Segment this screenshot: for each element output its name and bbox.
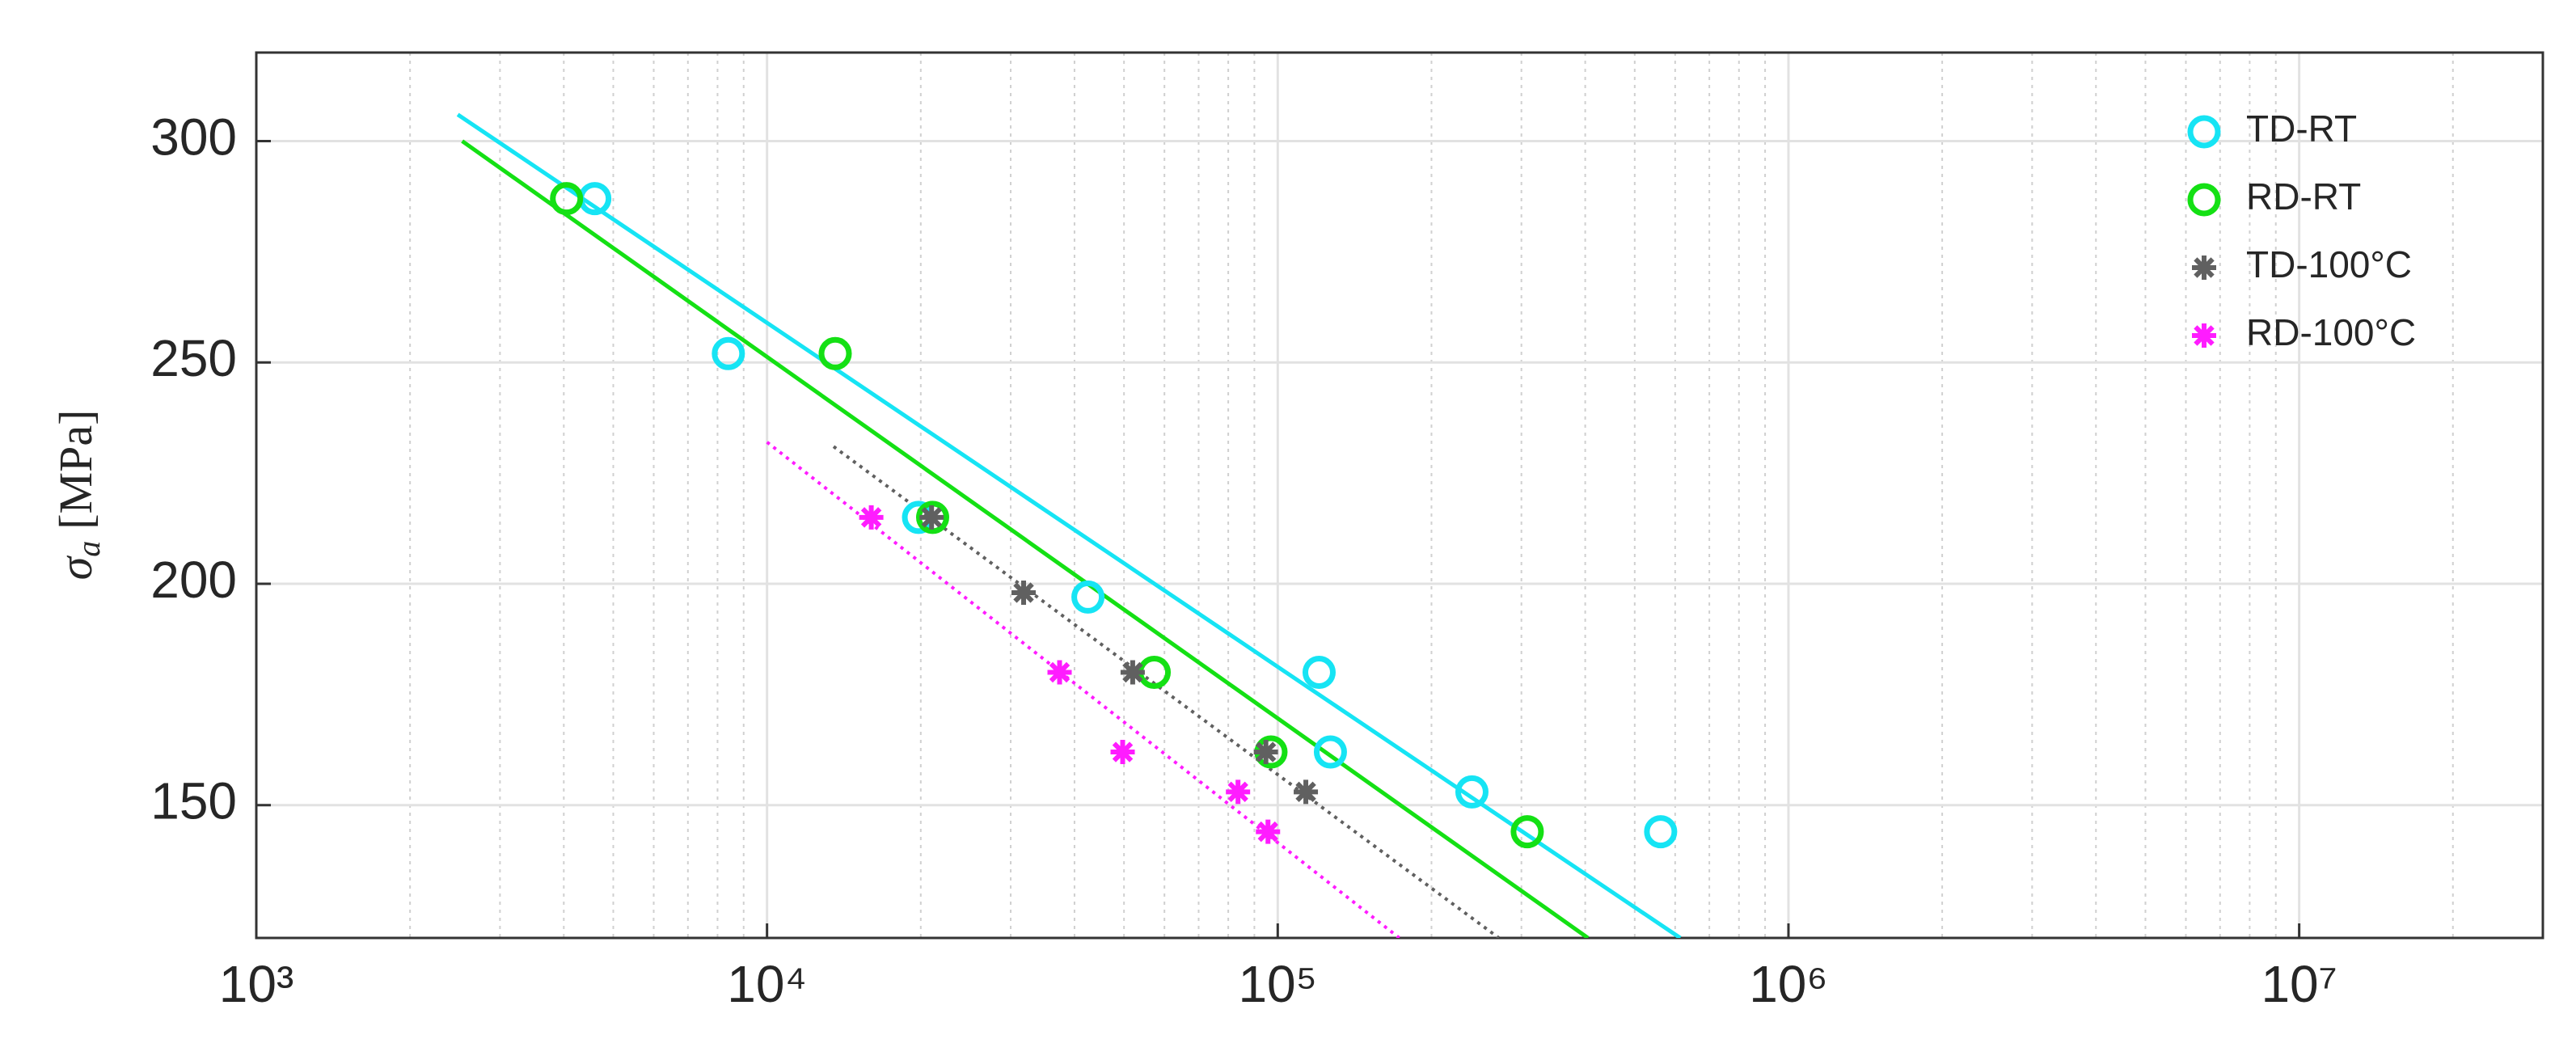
star-marker — [1294, 779, 1319, 805]
star-marker — [1256, 819, 1281, 844]
star-marker — [919, 505, 944, 530]
circle-marker — [550, 182, 584, 216]
star-marker — [1110, 740, 1135, 765]
x-tick-label: 10⁴ — [727, 955, 807, 1013]
x-tick-label: 10⁷ — [2261, 955, 2337, 1013]
star-marker — [1120, 660, 1145, 685]
legend-label: RD-100°C — [2246, 311, 2416, 353]
circle-marker — [1071, 580, 1105, 614]
legend-label: TD-100°C — [2246, 243, 2412, 285]
y-label-subscript: a — [70, 541, 107, 557]
circle-marker — [1510, 815, 1544, 849]
plot-frame — [255, 51, 2544, 940]
y-label-symbol: σ — [49, 555, 102, 580]
y-axis-label: σa [MPa] — [49, 410, 107, 581]
circle-marker — [915, 501, 949, 534]
legend-label: RD-RT — [2246, 175, 2361, 218]
circle-marker — [1644, 815, 1678, 849]
fit-line — [461, 139, 1590, 938]
circle-marker — [1455, 775, 1489, 809]
circle-marker — [1302, 656, 1336, 689]
y-label-unit: [MPa] — [49, 410, 102, 530]
x-tick-label: 10³ — [219, 955, 294, 1013]
star-marker — [1253, 740, 1278, 765]
star-marker — [859, 505, 884, 530]
star-marker — [1047, 660, 1072, 685]
circle-marker — [712, 336, 745, 370]
x-tick-label: 10⁵ — [1238, 955, 1317, 1013]
y-tick-label: 200 — [150, 551, 237, 609]
y-tick-label: 250 — [150, 329, 237, 387]
y-tick-label: 150 — [150, 772, 237, 830]
fit-line — [456, 112, 1682, 938]
circle-marker — [1313, 735, 1347, 769]
legend-marker — [2192, 256, 2216, 280]
circle-marker — [818, 336, 852, 370]
y-tick-label: 300 — [150, 108, 237, 166]
legend-marker — [2187, 115, 2221, 149]
legend-label: TD-RT — [2246, 108, 2357, 150]
star-marker — [1011, 580, 1037, 605]
star-marker — [1226, 779, 1251, 805]
x-tick-label: 10⁶ — [1749, 955, 1828, 1013]
legend-marker — [2192, 323, 2216, 348]
legend-marker — [2187, 183, 2221, 217]
